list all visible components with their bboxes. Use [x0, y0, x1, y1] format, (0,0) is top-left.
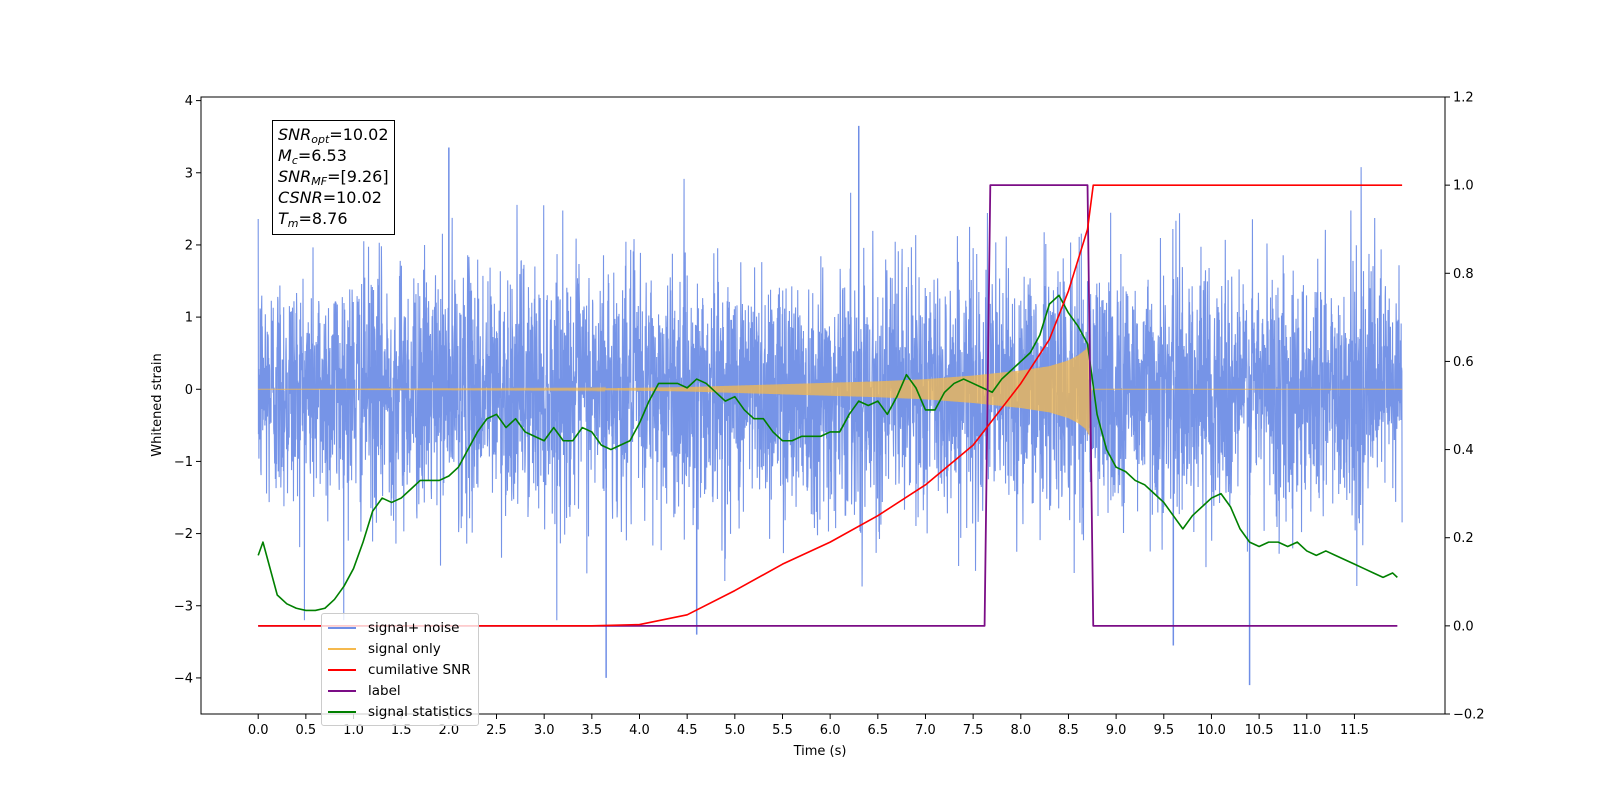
- y2-tick-label: 1.2: [1453, 91, 1474, 106]
- y-axis-label: Whitened strain: [150, 353, 165, 456]
- y-tick-label: 3: [185, 166, 193, 181]
- x-tick-label: 10.5: [1245, 723, 1274, 738]
- legend-item-signal-only: signal only: [328, 638, 472, 659]
- y2-tick-label: −0.2: [1453, 708, 1485, 723]
- x-tick-label: 11.0: [1292, 723, 1321, 738]
- signal-statistics-series: [257, 294, 1398, 612]
- y-tick-label: −2: [174, 527, 193, 542]
- y2-tick-label: 1.0: [1453, 179, 1474, 194]
- legend-item-signal-noise: signal+ noise: [328, 617, 472, 638]
- x-tick-label: 9.0: [1106, 723, 1127, 738]
- y-tick-label: 4: [185, 94, 193, 109]
- x-tick-label: 2.0: [439, 723, 460, 738]
- cumulative-snr-line: [258, 184, 1403, 627]
- legend-swatch: [328, 626, 356, 629]
- label-series: [258, 184, 1398, 627]
- y2-tick-label: 0.8: [1453, 267, 1474, 282]
- x-tick-label: 5.0: [724, 723, 745, 738]
- signal-noise-series: [257, 125, 1403, 686]
- x-tick-label: 7.5: [963, 723, 984, 738]
- y-tick-label: 2: [185, 238, 193, 253]
- legend-item-label: label: [328, 680, 472, 701]
- y2-tick-label: 0.2: [1453, 531, 1474, 546]
- cumulative-snr-series: [258, 184, 1403, 627]
- info-snr-opt: SNRopt=10.02: [278, 125, 389, 146]
- info-csnr: CSNR=10.02: [278, 188, 382, 207]
- x-tick-label: 5.5: [772, 723, 793, 738]
- x-tick-label: 10.0: [1197, 723, 1226, 738]
- signal-only-line: [258, 342, 1403, 436]
- x-tick-label: 9.5: [1153, 723, 1174, 738]
- x-tick-label: 8.5: [1058, 723, 1079, 738]
- y2-axis-ticks: 1.2 1.0 0.8 0.6 0.4 0.2 0.0 −0.2: [1445, 91, 1485, 723]
- y2-tick-label: 0.4: [1453, 443, 1474, 458]
- x-tick-label: 11.5: [1340, 723, 1369, 738]
- y-tick-label: −4: [174, 671, 193, 686]
- x-axis-label: Time (s): [793, 744, 847, 759]
- legend-item-signal-statistics: signal statistics: [328, 701, 472, 722]
- info-snr-mf: SNRMF=[9.26]: [278, 167, 389, 188]
- y2-tick-label: 0.0: [1453, 619, 1474, 634]
- signal-statistics-line: [257, 294, 1398, 612]
- y2-tick-label: 0.6: [1453, 355, 1474, 370]
- label-line: [258, 184, 1398, 627]
- x-axis-ticks: 0.0 0.5 1.0 1.5 2.0 2.5 3.0 3.5 4.0 4.5 5.0 5.5 6.0 6…: [248, 714, 1369, 738]
- signal-only-series: [258, 342, 1403, 436]
- y-tick-label: 0: [185, 383, 193, 398]
- plot-frame: [200, 96, 1446, 715]
- y-tick-label: 1: [185, 311, 193, 326]
- legend-item-cumulative-snr: cumilative SNR: [328, 659, 472, 680]
- x-tick-label: 6.0: [820, 723, 841, 738]
- info-box: SNRopt=10.02 Mc=6.53 SNRMF=[9.26] CSNR=1…: [272, 120, 395, 235]
- y-tick-label: −1: [174, 455, 193, 470]
- x-tick-label: 8.0: [1010, 723, 1031, 738]
- plot-area: [257, 125, 1403, 686]
- info-mc: Mc=6.53: [278, 146, 347, 167]
- x-tick-label: 2.5: [486, 723, 507, 738]
- y-axis-ticks: 4 3 2 1 0 −1 −2 −3 −4: [174, 94, 201, 686]
- info-tm: Tm=8.76: [278, 209, 348, 230]
- x-tick-label: 6.5: [867, 723, 888, 738]
- x-tick-label: 4.0: [629, 723, 650, 738]
- x-tick-label: 4.5: [677, 723, 698, 738]
- legend: signal+ noise signal only cumilative SNR…: [321, 613, 480, 726]
- x-tick-label: 3.0: [534, 723, 555, 738]
- legend-swatch: [328, 647, 356, 650]
- x-tick-label: 0.0: [248, 723, 269, 738]
- legend-swatch: [328, 668, 356, 671]
- x-tick-label: 1.5: [391, 723, 412, 738]
- legend-swatch: [328, 710, 356, 713]
- y-tick-label: −3: [174, 599, 193, 614]
- x-tick-label: 7.0: [915, 723, 936, 738]
- x-tick-label: 3.5: [581, 723, 602, 738]
- x-tick-label: 0.5: [296, 723, 317, 738]
- x-tick-label: 1.0: [343, 723, 364, 738]
- legend-swatch: [328, 689, 356, 692]
